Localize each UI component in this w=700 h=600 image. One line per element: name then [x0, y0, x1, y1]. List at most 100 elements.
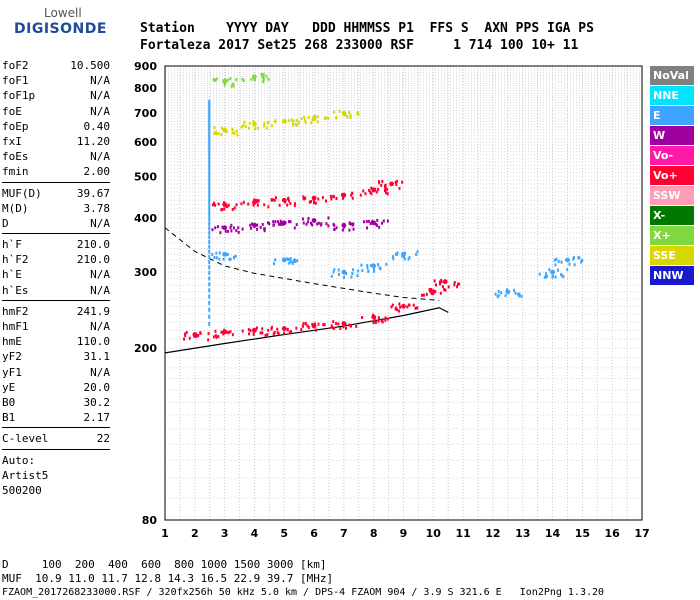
param-value: 11.20	[76, 134, 110, 148]
echo-mark	[376, 218, 379, 222]
echo-mark	[557, 260, 560, 264]
echo-mark	[316, 222, 319, 226]
echo-mark	[208, 201, 211, 206]
echo-mark	[217, 202, 220, 206]
echo-mark	[401, 180, 404, 184]
echo-mark	[430, 288, 433, 292]
echo-mark	[380, 183, 383, 187]
x-tick-label: 16	[605, 527, 621, 540]
echo-mark	[332, 326, 335, 330]
trace-point	[222, 78, 228, 84]
echo-mark	[208, 190, 211, 195]
echo-mark	[307, 325, 310, 329]
echo-mark	[257, 199, 260, 203]
x-tick-label: 14	[545, 527, 561, 540]
echo-mark	[218, 257, 221, 261]
echo-mark	[270, 198, 273, 202]
echo-mark	[208, 186, 211, 191]
echo-mark	[208, 209, 211, 214]
echo-mark	[208, 153, 211, 158]
echo-mark	[323, 323, 326, 327]
echo-mark	[408, 303, 411, 307]
x-tick-label: 9	[400, 527, 408, 540]
echo-mark	[240, 125, 243, 129]
param-label: hmF2	[2, 304, 29, 318]
echo-mark	[428, 289, 431, 293]
param-value: N/A	[90, 320, 110, 333]
param-row-yf2: yF2 31.1	[2, 349, 110, 364]
echo-mark	[289, 201, 292, 205]
echo-mark	[218, 251, 221, 255]
echo-mark	[333, 227, 336, 231]
echo-mark	[415, 252, 418, 256]
x-tick-label: 6	[310, 527, 318, 540]
echo-mark	[263, 203, 266, 207]
echo-mark	[272, 220, 275, 224]
echo-mark	[312, 201, 315, 205]
echo-mark	[560, 273, 563, 277]
echo-mark	[208, 134, 211, 139]
echo-mark	[320, 222, 323, 226]
echo-mark	[518, 294, 521, 298]
param-value: 39.67	[76, 186, 110, 200]
trace-point	[281, 118, 287, 124]
echo-mark	[317, 322, 320, 326]
echo-mark	[217, 225, 220, 229]
echo-mark	[496, 295, 499, 299]
echo-mark	[545, 272, 548, 276]
echo-mark	[283, 331, 286, 335]
y-tick-label: 600	[134, 136, 157, 149]
echo-mark	[252, 120, 255, 124]
echo-mark	[341, 196, 344, 200]
echo-mark	[440, 280, 443, 284]
echo-mark	[278, 203, 281, 207]
echo-mark	[208, 106, 211, 111]
echo-mark	[406, 305, 409, 309]
echo-mark	[234, 254, 237, 258]
echo-mark	[366, 263, 369, 267]
y-tick-label: 80	[142, 514, 158, 527]
echo-mark	[264, 333, 267, 337]
echo-mark	[373, 269, 376, 273]
param-row-fof1: foF1 N/A	[2, 73, 110, 88]
echo-mark	[256, 203, 259, 207]
param-label: foE	[2, 104, 22, 118]
echo-mark	[223, 207, 226, 211]
echo-mark	[256, 227, 259, 231]
x-tick-label: 12	[485, 527, 500, 540]
echo-mark	[305, 222, 308, 226]
echo-mark	[315, 328, 318, 332]
x-tick-label: 13	[515, 527, 530, 540]
echo-mark	[344, 326, 347, 330]
separator	[2, 427, 110, 429]
echo-mark	[213, 201, 216, 205]
echo-mark	[248, 126, 251, 130]
echo-mark	[208, 126, 211, 131]
echo-mark	[554, 263, 557, 267]
echo-mark	[235, 129, 238, 133]
param-row-clevel: C-level 22	[2, 431, 110, 446]
trace-point	[222, 251, 228, 257]
param-label: foEs	[2, 150, 29, 164]
echo-mark	[338, 109, 341, 113]
echo-mark	[392, 255, 395, 259]
echo-mark	[555, 257, 558, 261]
echo-mark	[261, 331, 264, 335]
echo-mark	[317, 197, 320, 201]
echo-mark	[266, 333, 269, 337]
legend-item-w: W	[650, 126, 694, 145]
echo-mark	[557, 268, 560, 272]
echo-mark	[229, 330, 232, 334]
x-tick-label: 7	[340, 527, 348, 540]
param-value: 22	[96, 432, 110, 446]
echo-mark	[306, 324, 309, 328]
echo-mark	[295, 326, 298, 330]
legend-item-nne: NNE	[650, 86, 694, 105]
trace-point	[311, 218, 317, 223]
echo-mark	[497, 289, 500, 293]
echo-mark	[208, 239, 211, 244]
echo-mark	[220, 208, 223, 212]
echo-mark	[208, 265, 211, 270]
echo-mark	[380, 319, 383, 323]
echo-mark	[311, 118, 314, 122]
